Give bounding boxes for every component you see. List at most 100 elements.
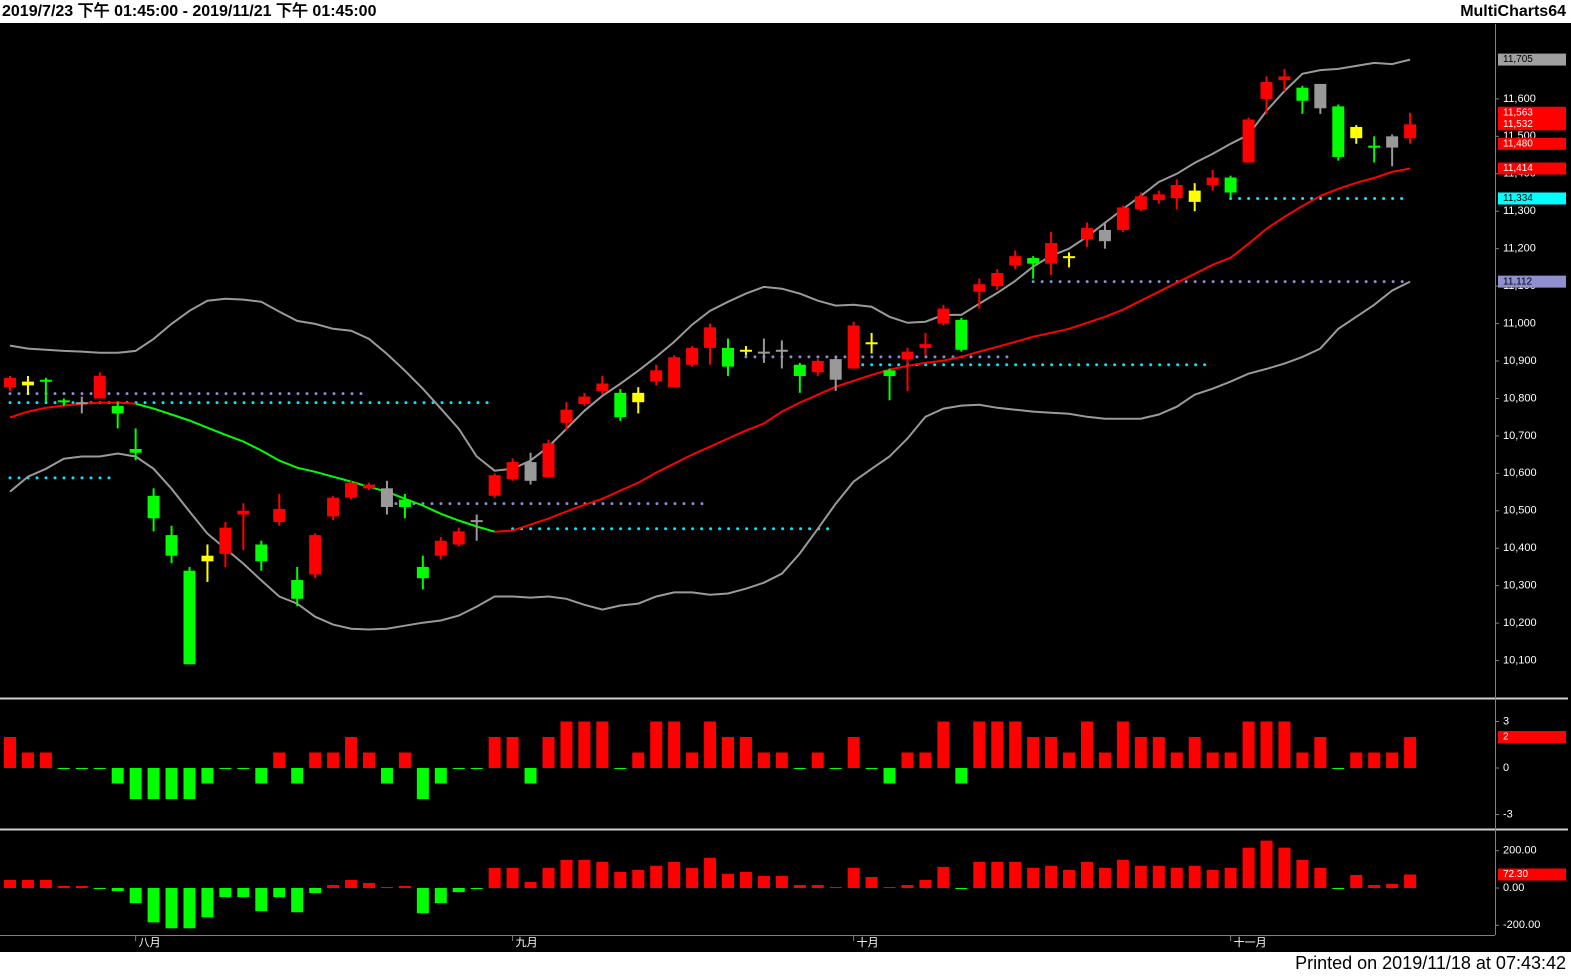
bar: [147, 768, 160, 799]
price-marker: [1498, 275, 1566, 288]
bar: [1027, 737, 1040, 768]
bar: [614, 871, 627, 888]
candle-body: [1260, 82, 1273, 99]
price-marker-label: 11,414: [1503, 163, 1533, 174]
bar: [219, 768, 232, 769]
title-bar: [0, 0, 1571, 23]
bar: [614, 768, 627, 769]
print-time: Printed on 2019/11/18 at 07:43:42: [1295, 953, 1566, 973]
candle-body: [1081, 228, 1093, 240]
date-range: 2019/7/23 下午 01:45:00 - 2019/11/21 下午 01…: [2, 1, 377, 20]
price-marker-label: 11,563: [1503, 107, 1533, 118]
bar: [991, 721, 1004, 768]
candle-body: [93, 375, 106, 399]
bar: [1224, 752, 1237, 768]
bar: [704, 857, 717, 888]
bar: [129, 888, 142, 904]
candle-body: [488, 475, 501, 496]
y-tick-label: 200.00: [1503, 845, 1537, 857]
candle-body: [201, 555, 214, 562]
bar: [488, 867, 501, 888]
y-tick-label: 11,200: [1503, 243, 1536, 255]
candle-body: [147, 495, 160, 519]
y-tick-label: 10,400: [1503, 542, 1537, 554]
bar: [811, 752, 824, 768]
candle-body: [4, 377, 16, 388]
bar: [632, 869, 645, 888]
bar: [452, 888, 465, 893]
candle-body: [291, 580, 304, 599]
indicator-line: [9, 280, 1411, 631]
bar: [524, 768, 537, 784]
bar: [237, 888, 250, 898]
candle-body: [1063, 256, 1076, 259]
bar: [255, 768, 268, 784]
bar: [57, 885, 70, 888]
bar: [1296, 859, 1309, 888]
y-tick-label: 11,300: [1503, 205, 1536, 217]
candle-body: [183, 570, 196, 665]
bar: [560, 721, 573, 768]
candle-body: [327, 497, 340, 517]
bar: [1260, 840, 1273, 888]
y-tick-label: 10,900: [1503, 355, 1537, 367]
bar: [309, 888, 322, 894]
y-tick-label: 10,200: [1503, 617, 1537, 629]
bar: [1152, 737, 1165, 768]
candle-body: [1278, 76, 1291, 81]
indicator-line: [9, 167, 1411, 533]
bar: [596, 861, 609, 888]
candle-body: [1350, 126, 1363, 139]
candle-body: [129, 448, 142, 453]
y-tick-label: 11,000: [1503, 317, 1536, 329]
bar: [111, 768, 124, 784]
bar: [1098, 867, 1111, 888]
candle-body: [1188, 190, 1201, 202]
bar: [380, 768, 393, 784]
y-tick-label: -200.00: [1503, 919, 1540, 931]
bar: [1188, 737, 1201, 768]
candle-body: [506, 462, 519, 479]
price-marker-label: 11,705: [1503, 54, 1533, 65]
candle-body: [1206, 177, 1219, 186]
bar: [1368, 752, 1381, 768]
bar: [901, 752, 914, 768]
indicator-line: [135, 402, 495, 533]
bar: [434, 888, 447, 904]
bar: [811, 885, 824, 888]
candle-body: [632, 392, 645, 403]
y-tick-label: 11,600: [1503, 93, 1536, 105]
candle-body: [345, 482, 358, 498]
bar: [1206, 869, 1219, 888]
bar: [1170, 752, 1183, 768]
bar: [1314, 867, 1327, 888]
candle-body: [57, 400, 70, 403]
bar: [237, 768, 250, 769]
candle-body: [739, 349, 752, 352]
bar: [1081, 721, 1093, 768]
bar: [1045, 865, 1058, 888]
bar: [201, 768, 214, 784]
price-marker-label: 11,334: [1503, 193, 1533, 204]
bar: [937, 721, 950, 768]
candle-body: [919, 344, 932, 348]
candle-body: [901, 351, 914, 360]
candle-body: [39, 379, 52, 382]
plot-area: 10,100 10,200 10,300 10,400 10,500 10,600 10,7…: [4, 53, 1566, 949]
candle-body: [578, 396, 591, 405]
bar: [865, 768, 878, 769]
candle-body: [309, 535, 322, 575]
bar: [829, 887, 842, 889]
bar: [398, 885, 411, 888]
bar: [1260, 721, 1273, 768]
bar: [722, 873, 734, 888]
bar: [793, 768, 806, 769]
bar: [578, 721, 591, 768]
bar: [398, 752, 411, 768]
candle-body: [1386, 136, 1399, 148]
bar: [1350, 752, 1363, 768]
candle-body: [560, 409, 573, 423]
candle-body: [273, 508, 286, 523]
